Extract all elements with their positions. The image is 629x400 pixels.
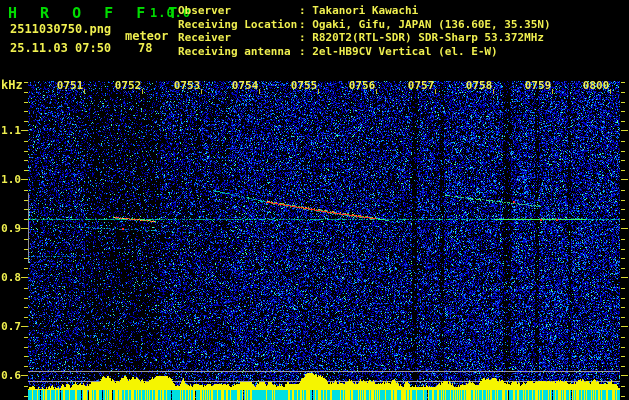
time-tick-label: 0755: [290, 79, 318, 92]
info-label: Receiving antenna: [178, 44, 291, 58]
time-tick-label: 0759: [524, 79, 552, 92]
freq-tick-label: 1.0: [1, 173, 21, 186]
info-label: Receiving Location: [178, 17, 298, 31]
info-label: Observer: [178, 4, 231, 17]
info-value: 2el-HB9CV Vertical (el. E-W): [312, 44, 498, 58]
info-sep: :: [299, 17, 313, 31]
time-tick-label: 0800: [582, 79, 610, 92]
time-tick-label: 0757: [407, 79, 435, 92]
spectrogram-canvas: [0, 80, 629, 400]
mode-label: meteor: [125, 29, 169, 43]
freq-tick-label: 0.9: [1, 222, 21, 235]
freq-unit-label: kHz: [1, 78, 23, 92]
info-row-observer: Observer: Takanori Kawachi: [178, 4, 551, 18]
info-value: Takanori Kawachi: [312, 4, 419, 17]
echo-count: 78: [138, 41, 153, 55]
info-row-receiver: Receiver: R820T2(RTL-SDR) SDR-Sharp 53.3…: [178, 31, 551, 45]
info-sep: :: [299, 31, 313, 44]
freq-tick-label: 1.1: [1, 124, 21, 137]
freq-tick-label: 0.8: [1, 271, 21, 284]
info-row-antenna: Receiving antenna: 2el-HB9CV Vertical (e…: [178, 45, 551, 59]
app-title: H R O F F T: [8, 4, 185, 22]
info-value: R820T2(RTL-SDR) SDR-Sharp 53.372MHz: [312, 31, 545, 44]
station-info: Observer: Takanori Kawachi Receiving Loc…: [178, 4, 551, 58]
info-value: Ogaki, Gifu, JAPAN (136.60E, 35.35N): [312, 17, 551, 31]
capture-filename: 2511030750.png: [10, 22, 112, 36]
time-tick-label: 0758: [465, 79, 493, 92]
freq-tick-label: 0.7: [1, 320, 21, 333]
info-sep: :: [299, 4, 313, 17]
info-label: Receiver: [178, 31, 231, 44]
freq-tick-label: 0.6: [1, 369, 21, 382]
time-tick-label: 0754: [231, 79, 259, 92]
time-tick-label: 0752: [114, 79, 142, 92]
app-version: 1.0.0: [150, 6, 192, 20]
time-tick-label: 0751: [56, 79, 84, 92]
info-row-location: Receiving Location: Ogaki, Gifu, JAPAN (…: [178, 18, 551, 32]
time-tick-label: 0756: [348, 79, 376, 92]
capture-datetime: 25.11.03 07:50: [10, 41, 112, 55]
time-tick-label: 0753: [173, 79, 201, 92]
info-sep: :: [299, 44, 313, 58]
